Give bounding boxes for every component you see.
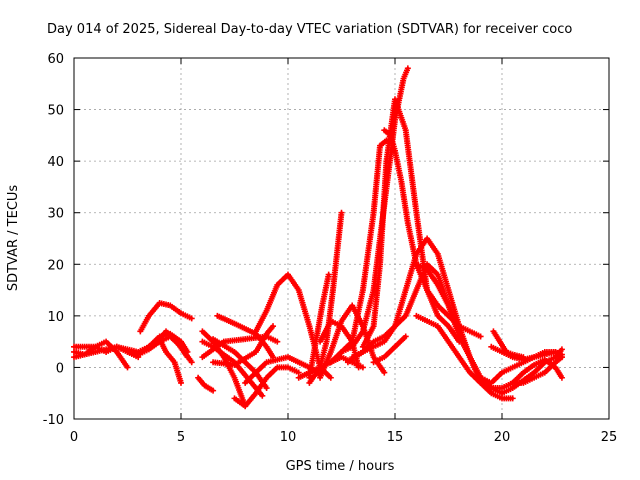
y-axis-label: SDTVAR / TECUs xyxy=(6,185,21,292)
y-tick-label: 50 xyxy=(47,104,64,119)
data-point xyxy=(210,387,217,394)
data-point xyxy=(327,374,334,381)
data-point xyxy=(188,315,195,322)
data-point xyxy=(402,333,409,340)
series-track-08 xyxy=(195,374,217,394)
plot-frame xyxy=(73,57,610,420)
data-point xyxy=(558,374,565,381)
data-point xyxy=(520,354,527,361)
series-track-15 xyxy=(231,364,302,410)
data-point xyxy=(355,364,362,371)
series-track-33 xyxy=(490,328,527,361)
data-point xyxy=(263,385,270,392)
data-point xyxy=(558,346,565,353)
data-point xyxy=(325,271,332,278)
series-track-35 xyxy=(509,356,565,386)
data-point xyxy=(184,348,191,355)
y-tick-label: 0 xyxy=(56,361,64,376)
series-track-27 xyxy=(359,96,463,350)
series-track-23 xyxy=(327,137,390,366)
data-point xyxy=(295,369,302,376)
data-point xyxy=(124,364,131,371)
x-tick-label: 10 xyxy=(280,430,297,445)
y-tick-label: 20 xyxy=(47,258,64,273)
data-point xyxy=(381,369,388,376)
series-layer xyxy=(71,65,565,410)
series-track-30 xyxy=(413,312,565,392)
series-track-06 xyxy=(137,299,195,335)
x-axis-label: GPS time / hours xyxy=(286,459,395,474)
data-point xyxy=(274,338,281,345)
x-tick-label: 0 xyxy=(70,430,78,445)
tick-layer: 0 5 10 15 20 25 -10 0 10 20 30 40 50 60 xyxy=(43,52,618,445)
x-tick-label: 15 xyxy=(387,430,404,445)
y-tick-label: 60 xyxy=(47,52,64,67)
data-point xyxy=(259,392,266,399)
series-track-29 xyxy=(370,333,409,366)
series-track-20 xyxy=(306,271,332,381)
data-point xyxy=(404,65,411,72)
y-tick-label: 30 xyxy=(47,207,64,222)
data-point xyxy=(477,333,484,340)
series-track-10 xyxy=(199,328,249,410)
series-track-12 xyxy=(210,323,277,368)
series-track-07 xyxy=(156,336,184,386)
data-point xyxy=(270,323,277,330)
data-point xyxy=(178,379,184,386)
chart-title: Day 014 of 2025, Sidereal Day-to-day VTE… xyxy=(47,22,572,37)
data-point xyxy=(188,359,195,366)
y-tick-label: -10 xyxy=(43,413,64,428)
y-tick-label: 10 xyxy=(47,310,64,325)
x-tick-label: 20 xyxy=(494,430,511,445)
data-point xyxy=(338,209,345,216)
x-tick-label: 5 xyxy=(177,430,185,445)
data-point xyxy=(509,395,516,402)
y-tick-label: 40 xyxy=(47,155,64,170)
x-tick-label: 25 xyxy=(601,430,618,445)
